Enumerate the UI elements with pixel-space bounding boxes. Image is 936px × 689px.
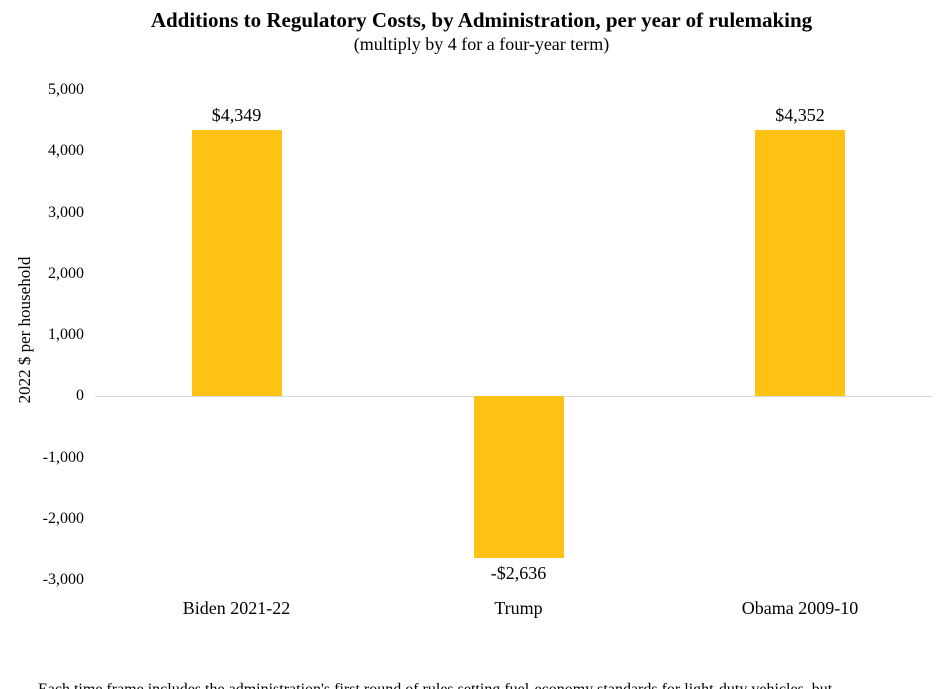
bar-obama-2009-10 (755, 129, 845, 397)
footnote: Each time frame includes the administrat… (38, 640, 918, 689)
chart-subtitle: (multiply by 4 for a four-year term) (353, 34, 610, 54)
chart-title: Additions to Regulatory Costs, by Admini… (150, 8, 813, 32)
y-axis-tick-label: 5,000 (48, 81, 84, 98)
y-axis-tick-label: 2,000 (48, 264, 84, 282)
bar-value-label: -$2,636 (490, 562, 547, 583)
y-axis-tick-label: 4,000 (48, 142, 84, 160)
y-axis-tick-label: -2,000 (42, 509, 84, 527)
y-axis-tick-label: -1,000 (42, 448, 84, 466)
y-axis-tick-label: 1,000 (48, 326, 84, 343)
x-category-label: Trump (494, 598, 543, 618)
x-category-label: Obama 2009-10 (741, 598, 859, 618)
bar-biden-2021-22 (191, 129, 282, 397)
bar-value-label: $4,349 (211, 104, 262, 125)
footnote-line-1: Each time frame includes the administrat… (38, 680, 918, 689)
y-axis-tick-label: 0 (76, 387, 84, 405)
y-axis-tick-label: 3,000 (48, 203, 84, 221)
bar-value-label: $4,352 (775, 104, 825, 125)
bar-trump (473, 396, 564, 558)
y-axis-tick-label: -3,000 (42, 571, 84, 588)
x-category-label: Biden 2021-22 (182, 598, 291, 618)
